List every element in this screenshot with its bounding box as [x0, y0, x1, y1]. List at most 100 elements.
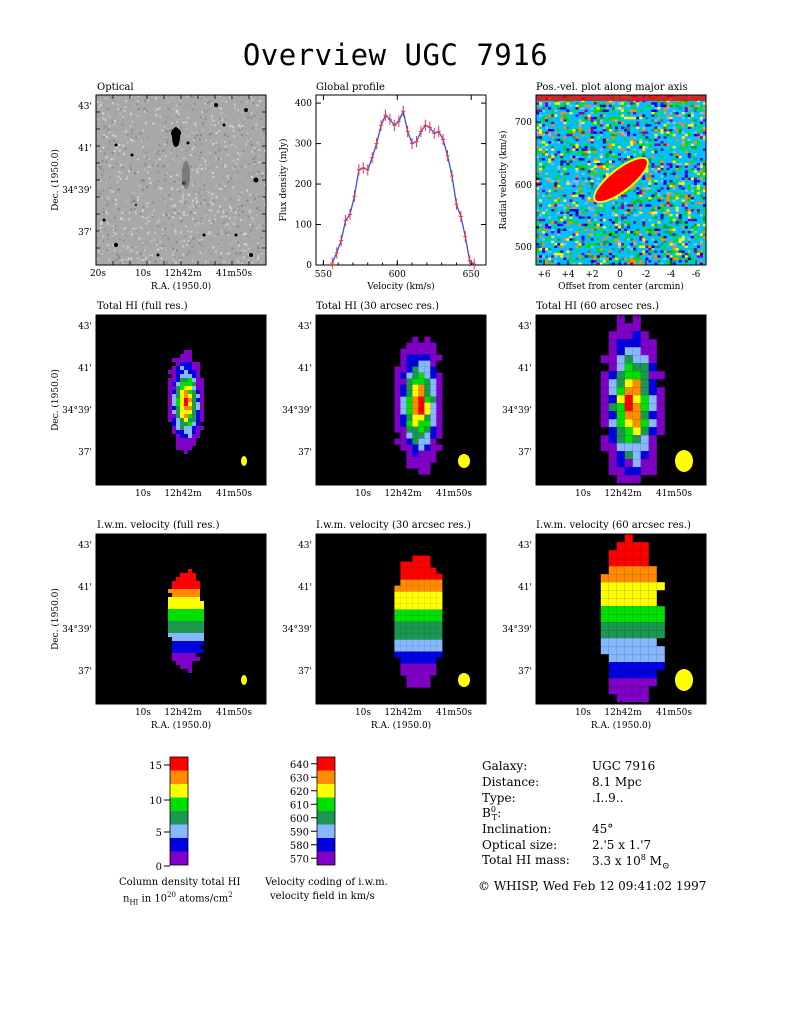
pv-pixel [666, 99, 670, 103]
pv-pixel [669, 172, 673, 176]
pv-pixel [657, 143, 661, 147]
pv-pixel [624, 133, 628, 137]
noise-pixel [141, 243, 144, 246]
pv-pixel [551, 204, 555, 208]
pv-pixel [657, 148, 661, 152]
pv-pixel [696, 184, 701, 188]
pv-pixel [596, 180, 601, 183]
pv-pixel [639, 211, 643, 215]
pv-pixel [672, 177, 676, 181]
pv-pixel [617, 231, 622, 234]
pv-pixel [633, 197, 637, 200]
noise-pixel [215, 166, 218, 169]
pv-pixel [657, 214, 661, 217]
pv-pixel [633, 102, 637, 106]
pv-pixel [536, 146, 540, 149]
pv-pixel [575, 206, 579, 210]
pv-pixel [645, 148, 649, 152]
pv-pixel [569, 218, 573, 222]
noise-pixel [181, 195, 184, 198]
noise-pixel [117, 108, 120, 111]
pv-pixel [575, 167, 579, 171]
pv-pixel [569, 211, 573, 215]
noise-pixel [178, 160, 181, 163]
pv-pixel [542, 138, 546, 142]
pv-pixel [633, 204, 637, 208]
noise-pixel [214, 110, 217, 113]
pv-pixel [702, 218, 707, 222]
noise-pixel [166, 172, 169, 175]
pv-pixel [693, 231, 698, 234]
pv-pixel [645, 197, 649, 200]
pv-pixel [621, 121, 625, 125]
noise-pixel [218, 205, 221, 208]
noise-pixel [99, 230, 102, 233]
pv-pixel [669, 175, 673, 178]
panel-title-pv: Pos.-vel. plot along major axis [536, 82, 688, 93]
pv-pixel [684, 165, 689, 169]
pv-pixel [578, 199, 582, 203]
pv-pixel [648, 197, 652, 200]
pv-pixel [554, 209, 558, 212]
pv-pixel [624, 109, 628, 113]
pv-pixel [699, 201, 704, 205]
pv-pixel [672, 104, 676, 108]
noise-pixel [114, 135, 117, 138]
pv-pixel [575, 204, 579, 208]
pv-pixel [548, 177, 552, 181]
pv-pixel [536, 218, 540, 222]
pv-pixel [645, 177, 649, 181]
pv-pixel [605, 99, 610, 103]
pv-pixel [557, 209, 561, 212]
pv-pixel [581, 226, 585, 229]
pv-pixel [584, 216, 588, 220]
pv-pixel [563, 201, 567, 205]
pv-pixel [575, 143, 579, 147]
pv-pixel [642, 131, 646, 135]
pv-pixel [663, 160, 667, 164]
noise-pixel [119, 258, 122, 261]
pv-pixel [608, 163, 613, 166]
pv-pixel [575, 165, 579, 169]
pv-pixel [660, 192, 664, 195]
pv-pixel [633, 184, 637, 188]
pv-pixel [593, 107, 598, 110]
pv-pixel [651, 214, 655, 217]
pv-pixel [602, 233, 607, 237]
pv-pixel [539, 104, 543, 108]
pv-pixel [669, 221, 673, 225]
noise-pixel [185, 149, 188, 152]
pv-pixel [633, 143, 637, 147]
pv-pixel [554, 141, 558, 144]
pv-pixel [627, 121, 631, 125]
pv-pixel [693, 184, 698, 188]
noise-pixel [193, 103, 196, 106]
pv-pixel [578, 235, 582, 239]
pv-pixel [636, 112, 640, 115]
pv-pixel [569, 99, 573, 103]
pv-pixel [666, 104, 670, 108]
noise-pixel [183, 213, 186, 216]
star [114, 243, 118, 247]
pv-pixel [648, 194, 652, 198]
noise-pixel [250, 143, 253, 146]
pv-pixel [648, 126, 652, 130]
pv-pixel [657, 204, 661, 208]
pv-pixel [675, 167, 679, 171]
pv-pixel [572, 187, 576, 191]
pv-pixel [660, 158, 664, 161]
pv-pixel [602, 172, 607, 176]
pv-pixel [639, 141, 643, 144]
pv-pixel [617, 121, 622, 125]
pv-pixel [648, 189, 652, 193]
pv-pixel [590, 194, 594, 198]
pv-pixel [593, 235, 598, 239]
pv-pixel [687, 112, 692, 115]
pv-pixel [633, 233, 637, 237]
pv-pixel [563, 206, 567, 210]
pv-pixel [566, 209, 570, 212]
pv-pixel [551, 158, 555, 161]
pv-pixel [645, 218, 649, 222]
pv-pixel [548, 209, 552, 212]
pv-pixel [542, 216, 546, 220]
